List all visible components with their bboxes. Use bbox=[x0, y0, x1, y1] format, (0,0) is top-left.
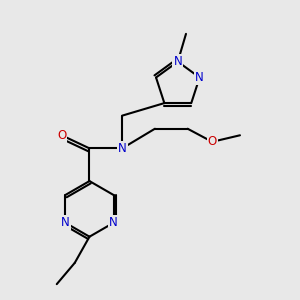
Text: N: N bbox=[173, 55, 182, 68]
Text: N: N bbox=[118, 142, 127, 155]
Text: N: N bbox=[195, 71, 204, 84]
Text: N: N bbox=[61, 216, 70, 229]
Text: N: N bbox=[109, 216, 118, 229]
Text: O: O bbox=[208, 135, 217, 148]
Text: O: O bbox=[57, 129, 66, 142]
